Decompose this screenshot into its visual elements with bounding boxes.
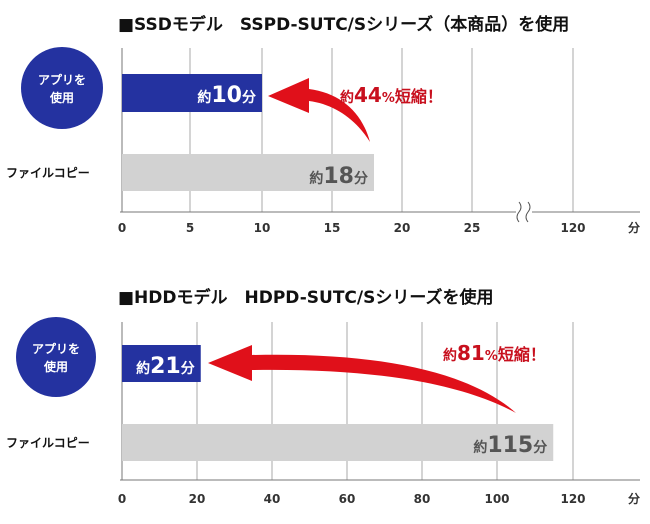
x-tick-label: 120 [560,221,585,235]
chart-ssd-bar-copy [122,154,374,191]
chart-ssd-circle-line2: 使用 [49,90,74,105]
chart-ssd-title: ■SSDモデル SSPD-SUTC/Sシリーズ（本商品）を使用 [118,14,569,35]
chart-hdd-reduction-arrow [208,345,516,413]
chart-ssd-bar-app-label: 約10分 [197,83,256,108]
chart-ssd-app-circle [21,47,103,129]
x-tick-label: 40 [264,492,281,506]
chart-hdd-x-ticks: 0 20 40 60 80 100 120 分 [118,491,640,506]
chart-ssd-callout: 約44%短縮！ [340,83,443,107]
chart-hdd-title: ■HDDモデル HDPD-SUTC/Sシリーズを使用 [118,287,494,308]
chart-ssd: ■SSDモデル SSPD-SUTC/Sシリーズ（本商品）を使用 アプリを 使用 … [6,14,640,235]
chart-hdd-callout: 約81%短縮！ [443,341,546,365]
chart-ssd-axis-break [516,201,532,223]
chart-hdd-bar-app [122,345,201,382]
chart-hdd-bar-copy-label: 約115分 [473,433,547,458]
chart-hdd-circle-line1: アプリを [32,341,80,356]
x-tick-label: 10 [254,221,271,235]
x-tick-label: 0 [118,221,126,235]
chart-hdd-circle-line2: 使用 [43,359,68,374]
x-tick-label: 分 [628,220,640,235]
chart-hdd: ■HDDモデル HDPD-SUTC/Sシリーズを使用 アプリを 使用 ファイルコ… [6,287,640,506]
chart-ssd-circle-line1: アプリを [38,72,86,87]
x-tick-label: 分 [628,491,640,506]
x-tick-label: 25 [464,221,481,235]
x-tick-label: 5 [186,221,194,235]
chart-ssd-bar-copy-label: 約18分 [309,164,368,189]
chart-hdd-bar-app-label: 約21分 [136,354,195,379]
chart-hdd-bar-copy [122,424,554,461]
x-tick-label: 80 [414,492,431,506]
chart-ssd-bar-app [122,74,262,112]
x-tick-label: 15 [324,221,341,235]
chart-ssd-row-copy-label: ファイルコピー [6,166,90,180]
x-tick-label: 20 [394,221,411,235]
chart-ssd-x-ticks: 0 5 10 15 20 25 120 分 [118,220,640,235]
chart-ssd-reduction-arrow [268,78,370,142]
chart-hdd-app-circle [16,317,96,397]
x-tick-label: 100 [484,492,509,506]
x-tick-label: 20 [189,492,206,506]
x-tick-label: 120 [560,492,585,506]
x-tick-label: 60 [339,492,356,506]
x-tick-label: 0 [118,492,126,506]
chart-hdd-row-copy-label: ファイルコピー [6,436,90,450]
